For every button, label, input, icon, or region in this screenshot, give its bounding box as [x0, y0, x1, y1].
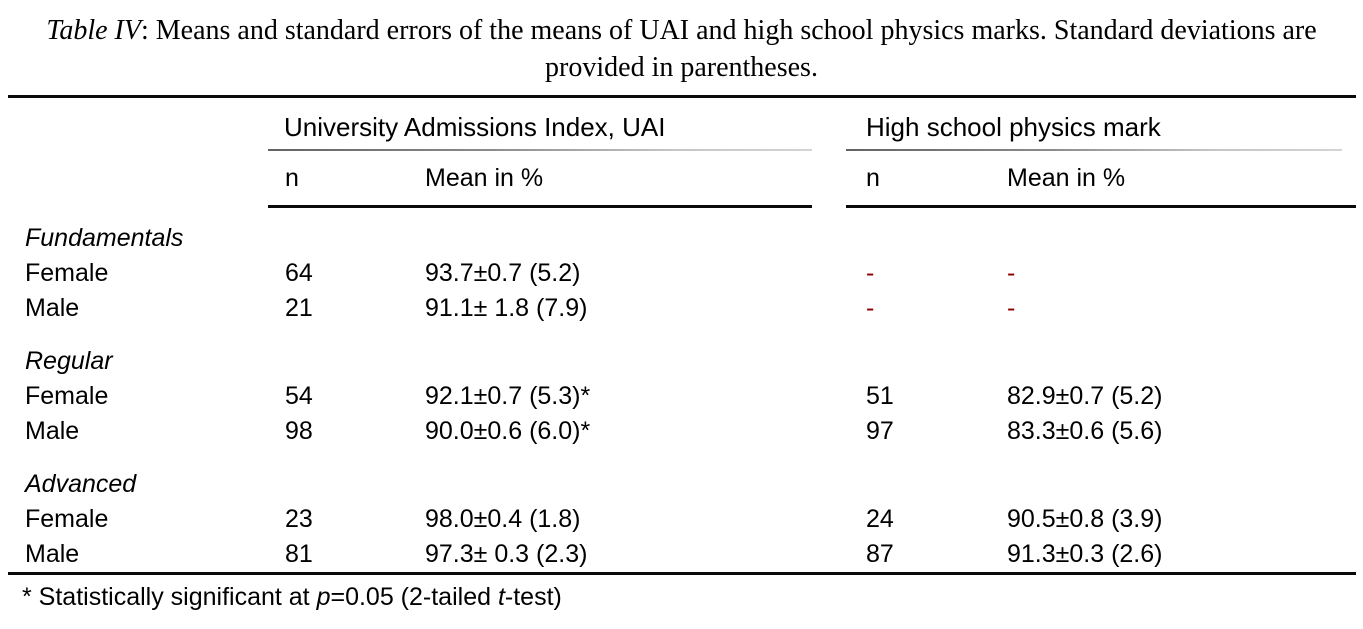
- spacer-cell: [8, 98, 268, 151]
- table-row: Male 21 91.1± 1.8 (7.9) - -: [8, 291, 1356, 326]
- table-body: Fundamentals Female 64 93.7±0.7 (5.2) - …: [8, 208, 1356, 572]
- caption-text: : Means and standard errors of the means…: [140, 15, 1317, 83]
- uai-mean-value: 90.0±0.6 (6.0)*: [425, 417, 591, 445]
- subheader-row: n Mean in % n Mean in %: [8, 151, 1356, 208]
- uai-mean-value: 93.7±0.7 (5.2): [425, 259, 581, 287]
- spacer-cell: [812, 414, 846, 449]
- uai-mean-value: 97.3± 0.3 (2.3): [425, 540, 588, 568]
- row-label: Male: [25, 417, 80, 445]
- uai-n-value: 98: [285, 417, 313, 445]
- row-label: Male: [25, 540, 80, 568]
- row-label: Male: [25, 294, 80, 322]
- footnote-text: * Statistically significant at: [22, 583, 317, 611]
- row-group-regular: Regular Female 54 92.1±0.7 (5.3)* 51 82.…: [8, 344, 1356, 449]
- row-label: Female: [25, 382, 109, 410]
- table-footnote: * Statistically significant at p=0.05 (2…: [8, 575, 1356, 612]
- subheader-physics-n: n: [846, 151, 1006, 208]
- group-name: Advanced: [25, 470, 137, 498]
- uai-n-value: 81: [285, 540, 313, 568]
- physics-n-value: 87: [866, 540, 894, 568]
- group-name: Fundamentals: [25, 224, 184, 252]
- bottom-rule: [8, 572, 1356, 575]
- uai-n-value: 21: [285, 294, 313, 322]
- group-label-row: Fundamentals: [8, 221, 1356, 256]
- table-row: Male 81 97.3± 0.3 (2.3) 87 91.3±0.3 (2.6…: [8, 537, 1356, 572]
- top-rule: [8, 95, 1356, 98]
- spacer-cell: [8, 151, 268, 208]
- row-group-advanced: Advanced Female 23 98.0±0.4 (1.8) 24 90.…: [8, 467, 1356, 572]
- footnote-text: =0.05 (2-tailed: [330, 583, 498, 611]
- uai-mean-value: 98.0±0.4 (1.8): [425, 505, 581, 533]
- table-row: Female 23 98.0±0.4 (1.8) 24 90.5±0.8 (3.…: [8, 502, 1356, 537]
- physics-n-value: 24: [866, 505, 894, 533]
- physics-n-value: -: [866, 294, 875, 322]
- physics-mean-value: 82.9±0.7 (5.2): [1007, 382, 1163, 410]
- spacer-cell: [812, 502, 846, 537]
- footnote-p-symbol: p: [316, 583, 331, 611]
- table-row: Female 54 92.1±0.7 (5.3)* 51 82.9±0.7 (5…: [8, 379, 1356, 414]
- spacer-cell: [812, 151, 846, 208]
- uai-n-value: 54: [285, 382, 313, 410]
- physics-n-value: 97: [866, 417, 894, 445]
- physics-mean-value: 91.3±0.3 (2.6): [1007, 540, 1163, 568]
- spacer-cell: [812, 379, 846, 414]
- spacer-cell: [812, 256, 846, 291]
- subheader-physics-mean: Mean in %: [1006, 151, 1356, 208]
- column-group-header-physics: High school physics mark: [846, 98, 1356, 151]
- uai-mean-value: 92.1±0.7 (5.3)*: [425, 382, 591, 410]
- physics-mean-value: 83.3±0.6 (5.6): [1007, 417, 1163, 445]
- data-table: University Admissions Index, UAI High sc…: [8, 95, 1356, 612]
- uai-n-value: 64: [285, 259, 313, 287]
- physics-mean-value: 90.5±0.8 (3.9): [1007, 505, 1163, 533]
- row-group-fundamentals: Fundamentals Female 64 93.7±0.7 (5.2) - …: [8, 221, 1356, 326]
- row-label: Female: [25, 505, 109, 533]
- column-group-label: University Admissions Index, UAI: [284, 112, 666, 142]
- row-label: Female: [25, 259, 109, 287]
- table-row: Female 64 93.7±0.7 (5.2) - -: [8, 256, 1356, 291]
- column-group-label: High school physics mark: [866, 112, 1161, 142]
- footnote-t-symbol: t: [497, 583, 505, 611]
- physics-n-value: 51: [866, 382, 894, 410]
- subheader-uai-mean: Mean in %: [425, 151, 812, 208]
- table-caption: Table IV: Means and standard errors of t…: [12, 0, 1352, 95]
- group-label-row: Regular: [8, 344, 1356, 379]
- physics-n-value: -: [866, 259, 875, 287]
- spacer-cell: [812, 537, 846, 572]
- group-name: Regular: [25, 347, 113, 375]
- column-group-header-row: University Admissions Index, UAI High sc…: [8, 98, 1356, 151]
- group-label-row: Advanced: [8, 467, 1356, 502]
- physics-mean-value: -: [1007, 294, 1016, 322]
- footnote-text: -test): [504, 583, 562, 611]
- table-row: Male 98 90.0±0.6 (6.0)* 97 83.3±0.6 (5.6…: [8, 414, 1356, 449]
- physics-mean-value: -: [1007, 259, 1016, 287]
- uai-mean-value: 91.1± 1.8 (7.9): [425, 294, 588, 322]
- spacer-cell: [812, 291, 846, 326]
- column-group-header-uai: University Admissions Index, UAI: [268, 98, 812, 151]
- caption-table-number: Table IV: [46, 15, 141, 46]
- uai-n-value: 23: [285, 505, 313, 533]
- subheader-uai-n: n: [268, 151, 425, 208]
